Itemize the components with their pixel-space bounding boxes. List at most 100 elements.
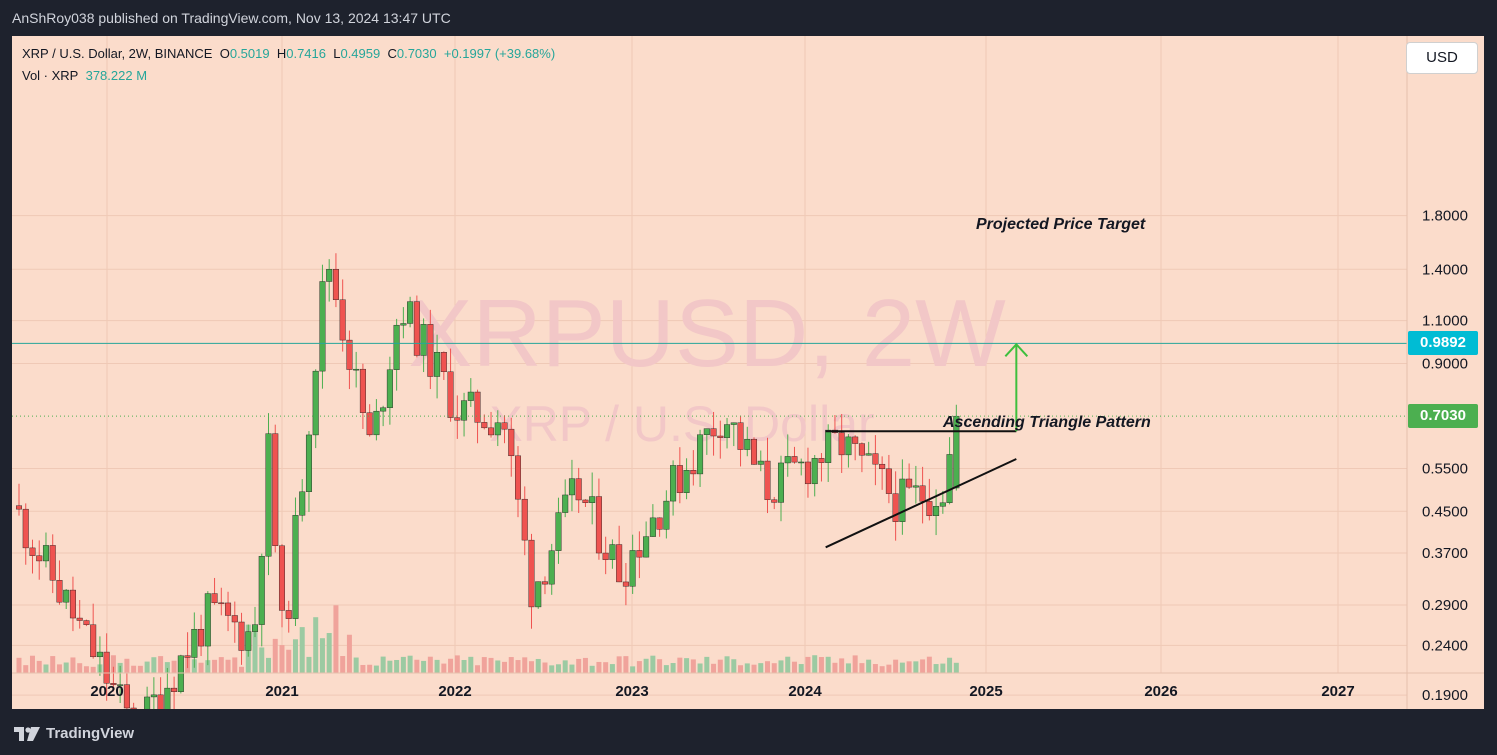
candle-body [724,424,731,438]
volume-bar [684,658,690,673]
time-tick-label: 2025 [969,683,1002,700]
volume-bar [670,663,676,673]
volume-bar [738,665,744,673]
candle-body [407,301,414,324]
time-axis: 2020 2021 2022 2023 2024 2025 2026 2027 [12,672,1484,700]
volume-bar [596,661,602,673]
price-tick-label: 0.2400 [1422,637,1468,654]
candle-body [63,589,70,603]
volume-bar [36,660,42,673]
volume-bar [454,655,460,673]
candle-body [157,694,164,709]
candle-body [474,391,481,423]
volume-bar [63,662,69,673]
candle-body [757,460,764,465]
volume-bar [306,656,312,673]
candle-body [258,556,265,625]
volume-bar [124,658,130,673]
volume-bar [299,627,305,673]
published-text: AnShRoy038 published on TradingView.com,… [12,10,451,26]
legend-open-label: O [219,46,230,61]
volume-series [16,605,959,673]
volume-bar [913,661,919,673]
candle-body [946,454,953,503]
candle-body [420,324,427,356]
candle-body [461,400,468,421]
candle-body [933,506,940,516]
candle-body [811,458,818,485]
volume-bar [481,657,487,673]
candle-body [912,485,919,488]
chart-canvas[interactable]: XRPUSD, 2W XRP / U.S. Dollar Projected Pri… [12,36,1484,709]
candle-body [454,417,461,421]
volume-bar [448,658,454,673]
volume-bar [886,664,892,673]
volume-bar [643,658,649,673]
volume-bar [266,657,272,673]
candle-body [528,539,535,608]
volume-bar [717,659,723,673]
candle-body [683,470,690,493]
volume-bar [535,658,541,673]
candle-body [211,593,218,604]
volume-bar [758,663,764,673]
volume-bar [771,663,777,673]
volume-bar [212,659,218,673]
candle-body [521,498,528,541]
candle-body [359,368,366,413]
volume-bar [252,626,258,673]
candle-body [326,268,333,282]
candle-series [15,253,960,709]
time-tick-label: 2024 [788,683,822,700]
legend-close-value: 0.7030 [396,46,437,61]
candle-body [703,428,710,435]
candle-body [56,580,63,603]
candle-body [663,500,670,530]
candle-body [353,368,360,371]
footer-bar: TradingView [0,709,1497,755]
time-tick-label: 2020 [90,683,123,700]
candle-body [184,655,191,658]
volume-bar [657,659,663,673]
time-tick-label: 2027 [1321,683,1354,700]
time-tick-label: 2026 [1144,683,1177,700]
chart-area[interactable]: XRPUSD, 2W XRP / U.S. Dollar Projected Pri… [12,36,1484,709]
candle-body [818,458,825,463]
legend-symbol: XRP / U.S. Dollar, 2W, BINANCE [22,46,213,61]
candle-body [892,493,899,522]
candle-body [858,443,865,456]
volume-bar [360,664,366,673]
volume-bar [690,659,696,673]
volume-bar [421,660,427,673]
volume-bar [205,660,211,673]
candle-body [373,410,380,436]
support-line [825,458,1017,549]
price-tick-label: 0.1900 [1422,687,1468,704]
volume-bar [23,665,29,673]
candle-body [501,422,508,430]
candle-body [481,422,488,429]
volume-bar [697,663,703,673]
volume-bar [508,657,514,673]
volume-bar [953,662,959,673]
candle-body [643,536,650,558]
candle-body [447,371,454,418]
volume-bar [576,658,582,673]
volume-bar [825,656,831,673]
tradingview-brand[interactable]: TradingView [14,725,134,742]
candle-body [110,683,117,686]
candle-body [737,422,744,450]
candle-body [791,456,798,463]
volume-bar [414,659,420,673]
volume-bar [43,664,49,673]
candle-body [582,499,589,503]
volume-bar [373,665,379,673]
brand-name: TradingView [46,725,135,742]
candle-body [285,610,292,619]
volume-bar [137,665,143,673]
price-tick-label: 1.4000 [1422,261,1468,278]
candle-body [697,434,704,475]
currency-button[interactable]: USD [1406,42,1478,74]
volume-bar [515,660,521,673]
volume-bar [765,661,771,673]
